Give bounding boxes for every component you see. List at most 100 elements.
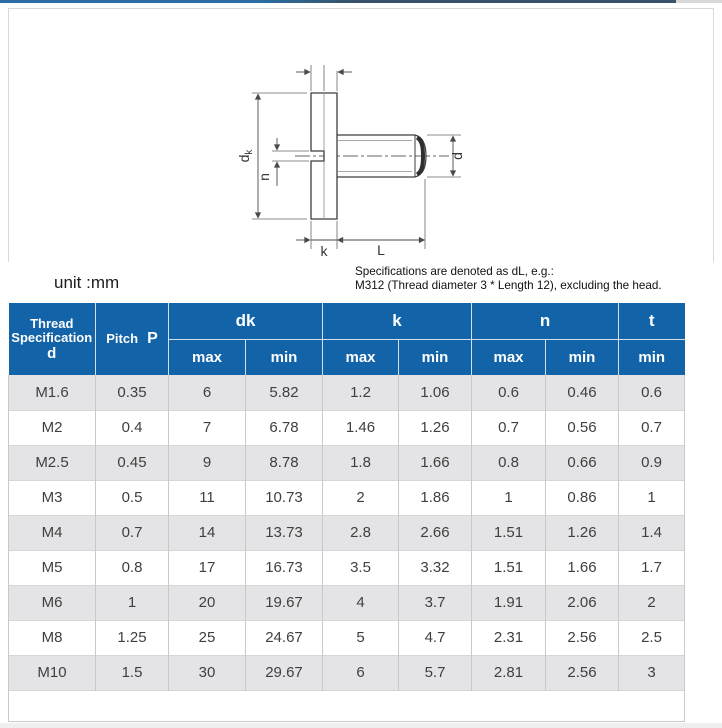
table-cell: M2	[8, 409, 96, 445]
unit-label: unit :mm	[54, 273, 120, 292]
table-cell: 2.56	[544, 619, 619, 655]
table-cell: 0.6	[471, 375, 546, 410]
table-cell: 0.66	[544, 444, 619, 480]
table-cell: 0.5	[95, 479, 169, 515]
dk-dimension-label: dk	[236, 149, 255, 163]
table-cell: 17	[168, 549, 246, 585]
table-cell: 7	[168, 409, 246, 445]
header-group-t: t	[618, 303, 685, 339]
table-row: M8 1.25 25 24.67 5 4.7 2.31 2.56 2.5	[8, 619, 686, 655]
table-row: M4 0.7 14 13.73 2.8 2.66 1.51 1.26 1.4	[8, 514, 686, 550]
table-cell: 0.7	[95, 514, 169, 550]
table-cell: 2.81	[471, 654, 546, 690]
spec-note-line1: Specifications are denoted as dL, e.g.:	[355, 265, 554, 278]
table-cell: 19.67	[245, 584, 323, 620]
table-cell: 29.67	[245, 654, 323, 690]
header-group-n: n	[470, 303, 619, 339]
header-dk-min: min	[245, 338, 323, 375]
table-cell: 0.8	[95, 549, 169, 585]
table-cell: 1	[618, 479, 686, 515]
L-dimension-label: L	[377, 242, 385, 258]
shank-end-chamfer-band	[415, 135, 426, 177]
table-cell: 1.25	[95, 619, 169, 655]
table-cell: 4	[322, 584, 399, 620]
screw-spec-table: Thread Specification d Pitch P dk k n t m…	[7, 303, 686, 722]
table-cell: 1.26	[544, 514, 619, 550]
table-cell: 2.66	[398, 514, 472, 550]
n-dimension-label: n	[256, 173, 272, 181]
table-cell: M1.6	[8, 375, 96, 410]
header-k-min: min	[398, 338, 472, 375]
header-n-max: max	[471, 338, 546, 375]
table-cell: 0.45	[95, 444, 169, 480]
table-row: M6 1 20 19.67 4 3.7 1.91 2.06 2	[8, 584, 686, 620]
table-cell: M6	[8, 584, 96, 620]
header-thread-line1: Thread	[30, 315, 74, 331]
table-cell: M2.5	[8, 444, 96, 480]
table-cell: 1.66	[398, 444, 472, 480]
table-cell: 0.9	[618, 444, 686, 480]
table-cell: 1.26	[398, 409, 472, 445]
table-cell: 6	[322, 654, 399, 690]
table-row: M2 0.4 7 6.78 1.46 1.26 0.7 0.56 0.7	[8, 409, 686, 445]
top-divider-strip	[0, 0, 722, 3]
table-cell: 3.32	[398, 549, 472, 585]
table-cell: 20	[168, 584, 246, 620]
table-cell: 4.7	[398, 619, 472, 655]
table-header: Thread Specification d Pitch P dk k n t m…	[8, 303, 685, 375]
table-cell: 25	[168, 619, 246, 655]
k-dimension-label: k	[321, 243, 329, 259]
table-cell: 2.56	[544, 654, 619, 690]
table-cell: 3.7	[398, 584, 472, 620]
table-cell: 3	[618, 654, 686, 690]
table-cell: 5.7	[398, 654, 472, 690]
table-cell: 0.7	[471, 409, 546, 445]
table-row: M2.5 0.45 9 8.78 1.8 1.66 0.8 0.66 0.9	[8, 444, 686, 480]
table-body: M1.6 0.35 6 5.82 1.2 1.06 0.6 0.46 0.6 M2 0.4 7 6.78…	[8, 375, 686, 690]
table-cell: 9	[168, 444, 246, 480]
header-group-dk: dk	[168, 303, 323, 339]
table-cell: 5.82	[245, 375, 323, 410]
table-cell: M3	[8, 479, 96, 515]
table-cell: 1	[95, 584, 169, 620]
table-footer	[7, 689, 686, 722]
header-thread-symbol: d	[47, 344, 57, 362]
empty-footer-row	[7, 689, 686, 722]
table-cell: 6.78	[245, 409, 323, 445]
table-cell: 11	[168, 479, 246, 515]
table-cell: 5	[322, 619, 399, 655]
spec-note-line2: M312 (Thread diameter 3 * Length 12), ex…	[355, 279, 662, 292]
table-cell: 2	[618, 584, 686, 620]
table-cell: 0.35	[95, 375, 169, 410]
table-cell: 6	[168, 375, 246, 410]
table-cell: 2.8	[322, 514, 399, 550]
table-cell: 0.56	[544, 409, 619, 445]
table-cell: 1.7	[618, 549, 686, 585]
table-cell: M10	[8, 654, 96, 690]
table-cell: 0.46	[544, 375, 619, 410]
table-cell: 1	[471, 479, 546, 515]
technical-drawing-panel: dk n k L d	[8, 8, 714, 263]
table-cell: 2.06	[544, 584, 619, 620]
table-cell: M5	[8, 549, 96, 585]
table-cell: M8	[8, 619, 96, 655]
header-t-min: min	[618, 338, 685, 375]
header-pitch-label: Pitch	[106, 331, 139, 346]
header-k-max: max	[322, 338, 399, 375]
table-cell: 1.06	[398, 375, 472, 410]
screw-technical-drawing: dk n k L d	[236, 65, 465, 259]
d-dimension-label: d	[449, 152, 465, 160]
table-cell: 1.51	[471, 514, 546, 550]
header-dk-max: max	[168, 338, 246, 375]
table-cell: 0.7	[618, 409, 686, 445]
table-cell: 2	[322, 479, 399, 515]
table-cell: 14	[168, 514, 246, 550]
table-cell: 1.4	[618, 514, 686, 550]
table-cell: 1.5	[95, 654, 169, 690]
table-cell: 10.73	[245, 479, 323, 515]
table-row: M5 0.8 17 16.73 3.5 3.32 1.51 1.66 1.7	[8, 549, 686, 585]
table-cell: 24.67	[245, 619, 323, 655]
table-cell: 1.91	[471, 584, 546, 620]
header-group-k: k	[322, 303, 472, 339]
